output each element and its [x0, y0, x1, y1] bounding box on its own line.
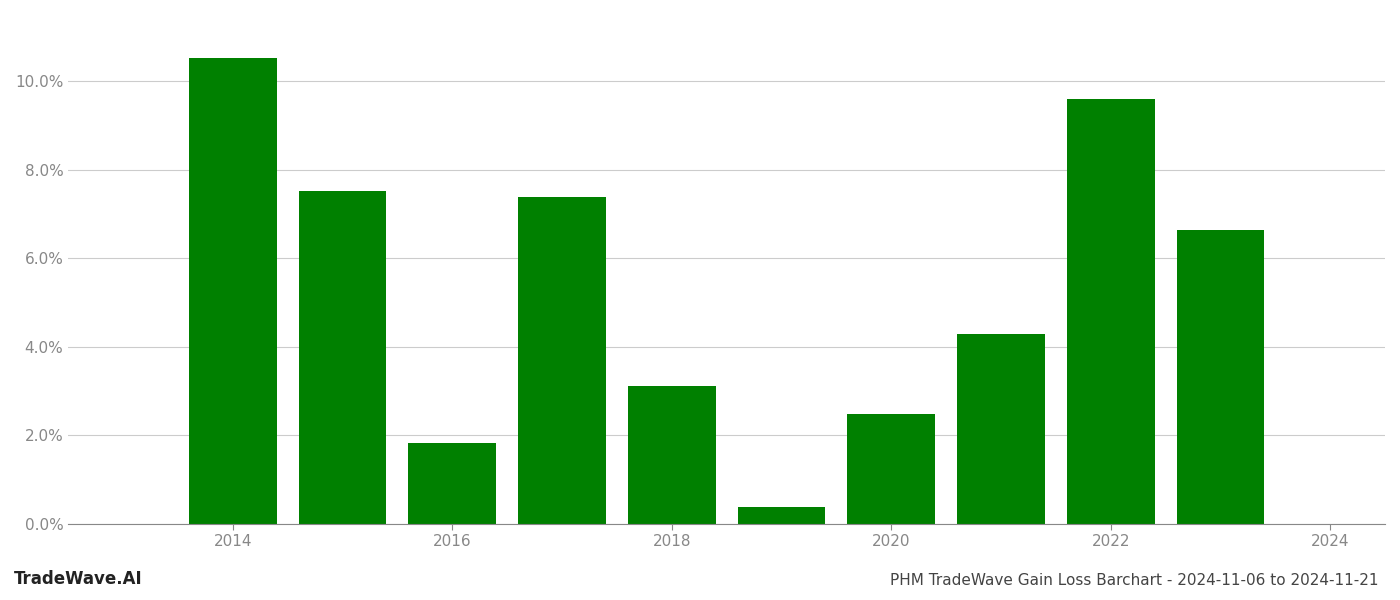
Text: PHM TradeWave Gain Loss Barchart - 2024-11-06 to 2024-11-21: PHM TradeWave Gain Loss Barchart - 2024-… — [890, 573, 1379, 588]
Bar — [1067, 99, 1155, 524]
Bar — [847, 415, 935, 524]
Text: TradeWave.AI: TradeWave.AI — [14, 570, 143, 588]
Bar — [189, 58, 277, 524]
Bar — [298, 191, 386, 524]
Bar — [958, 334, 1044, 524]
Bar — [409, 443, 496, 524]
Bar — [518, 197, 606, 524]
Bar — [1176, 230, 1264, 524]
Bar — [738, 507, 826, 524]
Bar — [627, 386, 715, 524]
